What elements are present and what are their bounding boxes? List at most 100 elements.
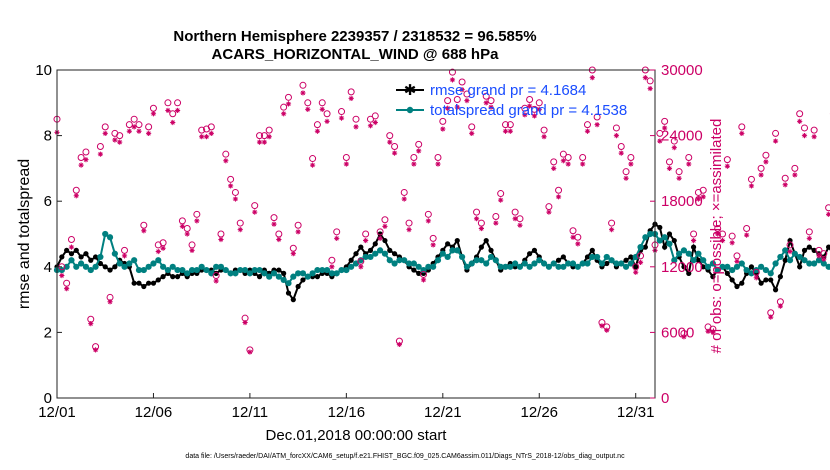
assimilated-point (406, 227, 412, 233)
totalspread-point (251, 266, 258, 274)
assimilated-point (792, 172, 798, 178)
assimilated-point (358, 264, 364, 270)
assimilated-point (334, 235, 340, 241)
assimilated-point (430, 242, 436, 248)
possible-point (690, 230, 698, 238)
possible-point (487, 97, 495, 105)
possible-point (526, 96, 534, 104)
assimilated-point (203, 134, 210, 140)
totalspread-point (743, 266, 750, 274)
possible-point (521, 104, 529, 112)
totalspread-point (690, 257, 697, 264)
totalspread-point (227, 270, 234, 277)
assimilated-point (150, 111, 157, 117)
assimilated-point (527, 103, 533, 109)
assimilated-point (179, 223, 185, 229)
totalspread-point (377, 247, 384, 254)
assimilated-point (213, 278, 219, 284)
totalspread-point (246, 270, 254, 277)
totalspread-point (700, 257, 707, 264)
possible-point (506, 121, 514, 129)
possible-point (617, 143, 625, 151)
totalspread-point (126, 260, 133, 267)
totalspread-point (777, 253, 784, 261)
totalspread-point (333, 270, 340, 277)
assimilated-point (806, 235, 812, 241)
totalspread-point (425, 263, 432, 270)
possible-point (145, 123, 153, 131)
totalspread-point (497, 263, 504, 270)
rmse-point (584, 254, 591, 260)
assimilated-point (628, 161, 634, 167)
assimilated-point (440, 126, 446, 132)
possible-point (169, 110, 177, 118)
possible-point (405, 219, 413, 227)
assimilated-point (228, 183, 234, 189)
totalspread-point (439, 250, 446, 257)
assimilated-point (787, 248, 793, 255)
totalspread-point (164, 266, 172, 274)
totalspread-point (121, 263, 128, 270)
totalspread-point (608, 257, 615, 264)
totalspread-point (348, 263, 355, 270)
assimilated-point (401, 196, 407, 202)
totalspread-point (540, 260, 548, 267)
totalspread-point (786, 257, 794, 264)
assimilated-point (261, 139, 267, 145)
possible-point (391, 143, 399, 151)
assimilated-point (473, 216, 480, 222)
possible-point (342, 153, 350, 161)
rmse-point (826, 244, 830, 250)
assimilated-point (555, 194, 562, 200)
assimilated-point (266, 134, 272, 140)
rmse-point (88, 257, 94, 263)
possible-point (627, 153, 635, 161)
possible-point (685, 153, 693, 161)
assimilated-point (536, 106, 542, 112)
rmse-point (112, 264, 118, 270)
totalspread-point (550, 260, 557, 267)
assimilated-point (208, 130, 214, 137)
possible-point (612, 124, 620, 132)
rmse-point (155, 277, 161, 283)
totalspread-point (545, 263, 553, 270)
assimilated-point (155, 248, 161, 255)
assimilated-point (391, 150, 398, 156)
assimilated-point (469, 130, 475, 137)
assimilated-point (367, 123, 374, 129)
rmse-point (59, 254, 65, 260)
possible-point (810, 126, 818, 134)
totalspread-point (468, 260, 475, 267)
assimilated-point (445, 105, 451, 111)
rmse-point (170, 274, 176, 280)
totalspread-point (565, 260, 572, 267)
totalspread-point (343, 266, 350, 274)
possible-point (434, 153, 442, 161)
totalspread-point (555, 263, 562, 270)
assimilated-point (141, 228, 147, 234)
totalspread-point (531, 260, 538, 267)
possible-point (569, 227, 577, 235)
possible-point (805, 228, 813, 236)
rmse-point (314, 274, 321, 280)
totalspread-point (526, 263, 533, 270)
rmse-point (681, 264, 687, 270)
assimilated-point (493, 220, 499, 226)
assimilated-point (117, 139, 123, 145)
totalspread-point (594, 253, 601, 261)
possible-point (371, 112, 379, 120)
rmse-point (604, 260, 610, 267)
totalspread-point (415, 263, 422, 270)
assimilated-point (483, 100, 489, 106)
possible-point (347, 88, 355, 96)
totalspread-point (261, 270, 268, 277)
assimilated-point (522, 112, 528, 118)
totalspread-point (145, 263, 152, 270)
totalspread-point (159, 263, 167, 270)
possible-point (236, 219, 244, 227)
assimilated-point (83, 157, 89, 163)
assimilated-point (223, 158, 229, 164)
tick-layer: 12/01 12/06 12/11 12/16 12/21 12/26 12/31 0 2 4 6 8… (35, 62, 702, 421)
possible-point (656, 129, 664, 137)
